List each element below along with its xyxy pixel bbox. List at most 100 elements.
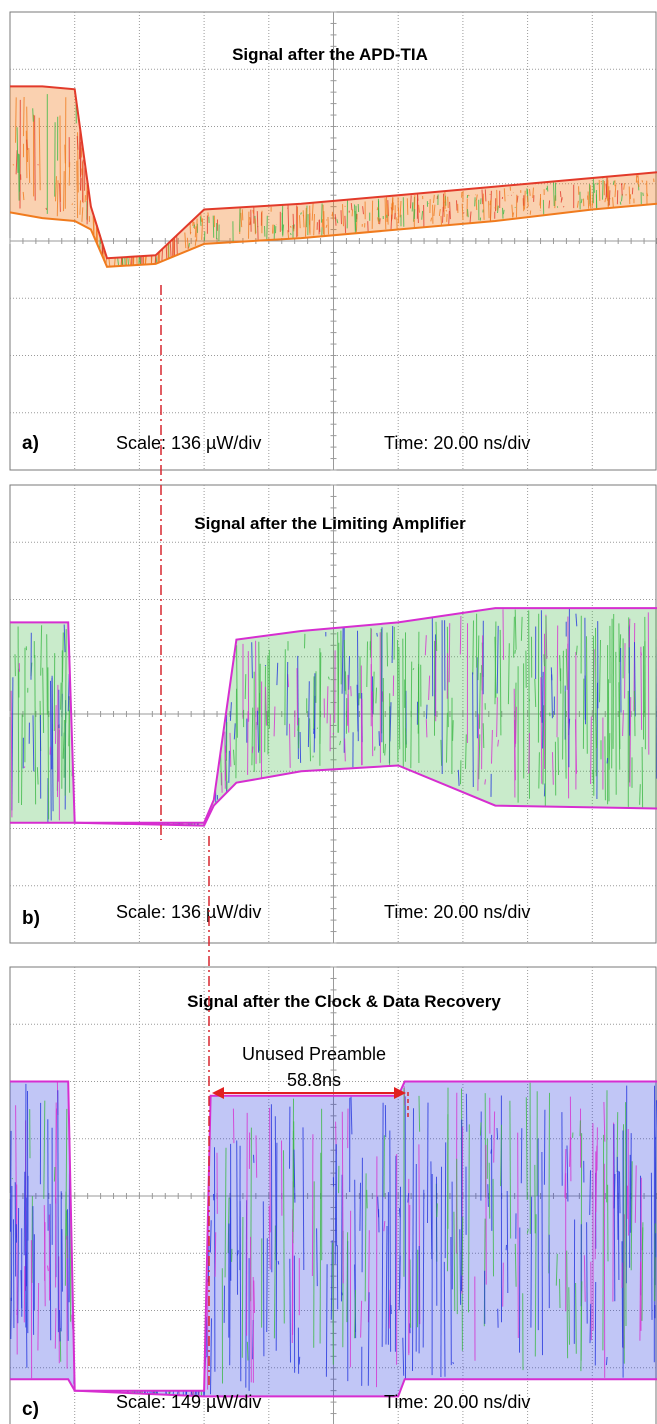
panel-a-trace-stroke [311, 203, 314, 221]
panel-a-trace-stroke [59, 183, 61, 212]
panel-b-trace-stroke [251, 707, 254, 766]
panel-c-trace-stroke [613, 1124, 616, 1302]
panel-a-trace-stroke [469, 211, 472, 224]
panel-c-trace-stroke [514, 1243, 517, 1287]
panel-b-trace-stroke [381, 691, 384, 702]
panel-a-trace-stroke [194, 239, 197, 246]
panel-c-trace-stroke [359, 1182, 361, 1231]
panel-c-trace-stroke [409, 1259, 412, 1328]
panel-c-trace-stroke [456, 1158, 458, 1315]
panel-b-title: Signal after the Limiting Amplifier [194, 514, 466, 533]
panel-b-trace-stroke [491, 729, 493, 764]
panel-b-trace-stroke [32, 715, 35, 772]
panel-b-trace-stroke [622, 710, 624, 737]
panel-a-trace-stroke [482, 193, 485, 220]
panel-a-trace-stroke [637, 175, 640, 187]
panel-b-trace-stroke [568, 608, 570, 768]
panel-b-trace-stroke [465, 734, 467, 769]
panel-c-trace-stroke [630, 1161, 633, 1271]
panel-a-trace-stroke [37, 164, 39, 166]
panel-a-trace-stroke [461, 203, 464, 221]
panel-b-trace-stroke [265, 686, 267, 726]
panel-c-trace [10, 1080, 657, 1398]
panel-c-trace-stroke [654, 1223, 656, 1302]
panel-b-trace-stroke [356, 684, 359, 732]
panel-c-time: Time: 20.00 ns/div [384, 1392, 530, 1412]
panel-b-trace-stroke [65, 711, 67, 724]
panel-a-trace-stroke [587, 191, 590, 209]
panel-a-trace-stroke [481, 189, 484, 205]
panel-a-trace-stroke [169, 240, 172, 258]
panel-a-trace-stroke [92, 216, 95, 237]
panel-b-trace-stroke [604, 736, 606, 801]
panel-b-trace-stroke [405, 728, 407, 748]
panel-b-trace-stroke [244, 674, 247, 700]
panel-a-trace-stroke [63, 171, 65, 212]
panel-c-trace-stroke [594, 1151, 597, 1260]
panel-a-trace-stroke [456, 200, 458, 211]
panel-c-trace-stroke [568, 1287, 570, 1345]
panel-c-trace-stroke [246, 1341, 249, 1361]
panel-c-trace-stroke [603, 1101, 606, 1142]
panel-c-label: c) [22, 1399, 39, 1420]
timing-markers [160, 285, 409, 1385]
panel-b-trace-stroke [255, 640, 257, 764]
panel-c-trace-stroke [255, 1135, 258, 1178]
panel-b-trace-stroke [575, 645, 578, 655]
panel-c-trace-stroke [621, 1241, 624, 1348]
panel-a-trace-stroke [38, 117, 41, 191]
panel-a-trace-stroke [502, 207, 504, 219]
panel-a-trace-stroke [516, 195, 519, 203]
panel-a-trace-stroke [644, 183, 647, 185]
panel-b-trace-stroke [286, 661, 289, 736]
panel-c-trace-stroke [10, 1185, 13, 1302]
panel-b-trace-stroke [557, 737, 559, 776]
panel-b-trace-stroke [61, 632, 64, 683]
panel-b-trace-stroke [515, 706, 517, 744]
panel-c-trace-stroke [639, 1261, 641, 1341]
panel-c-trace-stroke [229, 1198, 231, 1366]
panel-c-trace-stroke [500, 1124, 502, 1187]
panel-a-trace-stroke [602, 179, 604, 200]
panel-a-trace-stroke [418, 204, 420, 213]
panel-a-trace-stroke [287, 204, 290, 233]
panel-c-trace-stroke [11, 1177, 14, 1180]
panel-c-trace-stroke [31, 1196, 33, 1283]
panel-c-trace-stroke [367, 1292, 370, 1386]
panel-c-trace-stroke [55, 1102, 57, 1288]
panel-b-trace-stroke [339, 740, 342, 746]
panel-c-trace-stroke [602, 1134, 605, 1351]
panel-c-trace-stroke [274, 1116, 277, 1261]
panel-c-trace-stroke [283, 1150, 285, 1324]
panel-a-trace-stroke [614, 184, 617, 198]
panel-b-trace-stroke [228, 750, 230, 783]
panel-c-trace-stroke [354, 1289, 356, 1339]
panel-c-trace-stroke [468, 1124, 470, 1313]
panel-b-trace-stroke [647, 612, 650, 755]
panel-b-trace-stroke [36, 767, 39, 785]
panel-a-label: a) [22, 433, 39, 454]
panel-b-trace-stroke [316, 727, 319, 729]
panel-b-trace-stroke [565, 648, 568, 690]
panel-c-trace-stroke [517, 1132, 519, 1339]
panel-c-trace-stroke [289, 1258, 291, 1363]
panel-b-trace-stroke [607, 679, 610, 802]
panel-a-trace-stroke [484, 189, 487, 202]
panel-c-trace-stroke [16, 1184, 18, 1355]
panel-a-trace-stroke [82, 159, 84, 202]
panel-c-trace-stroke [389, 1130, 392, 1352]
panel-b-trace-stroke [412, 667, 415, 671]
panel-a-trace-stroke [129, 256, 132, 266]
panel-b-trace-stroke [276, 662, 279, 686]
panel-b-trace-stroke [472, 672, 474, 788]
panel-a-trace-stroke [194, 226, 197, 238]
panel-b-trace-stroke [47, 667, 50, 820]
panel-c-trace-stroke [54, 1308, 57, 1349]
panel-c-trace-stroke [566, 1145, 569, 1202]
panel-a-trace-stroke [165, 244, 168, 260]
panel-a-trace-stroke [161, 249, 163, 262]
panel-a-trace-stroke [150, 255, 153, 265]
panel-a-trace-stroke [34, 115, 36, 201]
panel-c-trace-stroke [346, 1232, 349, 1323]
panel-a-trace-stroke [305, 205, 308, 228]
